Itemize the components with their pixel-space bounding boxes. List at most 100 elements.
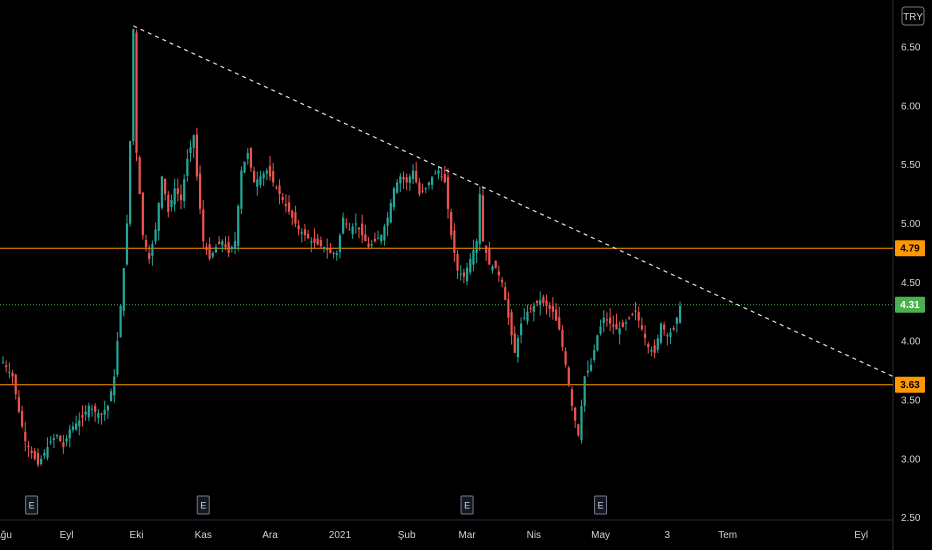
- candle-109: [348, 222, 351, 231]
- candle-208: [663, 321, 666, 336]
- candle-90: [287, 194, 291, 215]
- candle-15: [49, 436, 52, 446]
- candle-155: [494, 260, 497, 269]
- candle-11: [36, 448, 40, 468]
- candle-24: [78, 412, 81, 436]
- candle-166: [529, 304, 532, 313]
- candle-55: [176, 178, 179, 202]
- time-axis[interactable]: Ağu Eyl Eki Kas Ara 2021 Şub Mar Nis May 3 Tem Eyl: [0, 530, 868, 541]
- candle-194: [618, 321, 621, 345]
- price-tick-0: 6.50: [901, 43, 921, 54]
- candle-33: [106, 404, 110, 419]
- time-tick-8: Nis: [527, 530, 541, 541]
- time-tick-7: Mar: [458, 530, 476, 541]
- candle-4: [14, 373, 17, 400]
- candle-29: [94, 403, 97, 422]
- candle-117: [373, 232, 377, 243]
- candle-129: [411, 164, 415, 184]
- candle-61: [195, 127, 199, 181]
- candle-163: [519, 317, 523, 344]
- candle-195: [621, 319, 624, 328]
- candle-67: [214, 243, 218, 253]
- svg-text:E: E: [464, 501, 470, 511]
- time-tick-2: Eki: [130, 530, 144, 541]
- svg-text:E: E: [200, 501, 206, 511]
- time-tick-4: Ara: [262, 530, 278, 541]
- candle-66: [211, 251, 214, 259]
- candle-198: [631, 312, 634, 316]
- candle-36: [116, 331, 119, 378]
- candle-43: [138, 155, 141, 195]
- candle-57: [183, 174, 186, 209]
- candle-136: [434, 170, 437, 175]
- candle-162: [516, 334, 520, 363]
- candle-85: [272, 162, 275, 187]
- candle-131: [418, 177, 421, 197]
- candle-40: [129, 140, 132, 227]
- time-tick-11: Tem: [718, 530, 737, 541]
- candle-169: [539, 291, 542, 316]
- currency-badge[interactable]: TRY: [901, 6, 925, 26]
- candle-104: [332, 251, 335, 259]
- candle-39: [125, 214, 129, 266]
- candle-5: [17, 390, 21, 414]
- candle-71: [227, 235, 230, 258]
- candle-16: [52, 433, 55, 449]
- candle-137: [437, 165, 440, 180]
- candle-20: [65, 434, 68, 447]
- candle-9: [30, 446, 33, 459]
- trendline-group: [133, 25, 894, 378]
- candle-52: [167, 190, 170, 218]
- candle-21: [68, 424, 71, 448]
- candle-2: [8, 362, 11, 379]
- candle-111: [354, 213, 357, 234]
- candle-197: [628, 316, 631, 320]
- candle-176: [561, 325, 564, 352]
- candle-160: [510, 309, 513, 345]
- candle-141: [450, 208, 453, 240]
- candle-50: [160, 175, 164, 210]
- earnings-marker-1[interactable]: E: [196, 495, 210, 515]
- candle-205: [653, 339, 656, 359]
- candle-22: [71, 421, 75, 433]
- candle-0: [1, 356, 5, 364]
- earnings-marker-0[interactable]: E: [25, 495, 39, 515]
- candle-102: [326, 238, 329, 259]
- candle-25: [81, 405, 84, 427]
- candle-191: [608, 308, 612, 332]
- candle-181: [577, 423, 580, 438]
- candle-187: [596, 334, 599, 352]
- candle-105: [335, 250, 338, 261]
- candle-28: [90, 404, 94, 417]
- candle-190: [605, 312, 609, 327]
- price-axis[interactable]: 6.50 6.00 5.50 5.00 4.50 4.00 3.50 3.00 2.50: [901, 43, 921, 525]
- candle-151: [481, 186, 485, 243]
- svg-text:4.31: 4.31: [900, 300, 920, 311]
- earnings-marker-2[interactable]: E: [460, 495, 474, 515]
- candle-146: [465, 262, 469, 286]
- candle-121: [386, 212, 389, 237]
- candle-74: [237, 204, 240, 252]
- candle-8: [27, 440, 30, 458]
- candle-44: [141, 191, 144, 240]
- candle-78: [249, 147, 253, 172]
- candle-73: [233, 231, 237, 255]
- price-labels: 4.79 3.63 4.31: [895, 240, 925, 393]
- candle-17: [55, 433, 59, 439]
- candle-150: [478, 186, 481, 251]
- candle-212: [675, 316, 678, 333]
- time-tick-0: Ağu: [0, 530, 12, 541]
- candle-168: [535, 300, 539, 307]
- candle-53: [170, 194, 173, 212]
- candle-115: [367, 236, 370, 248]
- trendline[interactable]: [133, 25, 894, 378]
- candle-206: [656, 334, 659, 353]
- currency-label: TRY: [903, 12, 923, 23]
- candle-201: [640, 317, 644, 332]
- candle-49: [157, 202, 160, 241]
- earnings-marker-3[interactable]: E: [594, 495, 608, 515]
- candle-113: [361, 214, 364, 244]
- candle-47: [151, 240, 154, 266]
- candle-132: [421, 183, 424, 194]
